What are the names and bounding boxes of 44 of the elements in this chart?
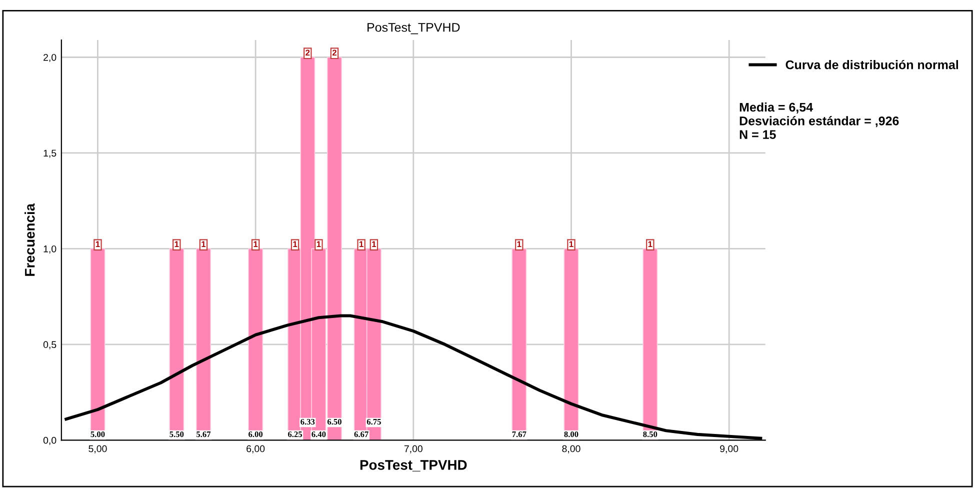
data-label: 1 xyxy=(202,241,206,247)
annotation: 6.50 xyxy=(327,418,342,425)
legend-label: Curva de distribución normal xyxy=(786,60,958,70)
annotation: 8.50 xyxy=(643,431,658,438)
annotation: 6.00 xyxy=(248,431,263,438)
annotation: Media = 6,54 xyxy=(740,102,813,114)
x-tick-label: 8,00 xyxy=(562,445,580,454)
data-label: 1 xyxy=(254,241,258,247)
annotation: 6.33 xyxy=(300,418,315,425)
annotation: 6.40 xyxy=(312,431,326,438)
x-tick-label: 6,00 xyxy=(246,445,265,454)
data-label: 1 xyxy=(316,241,321,247)
data-label: 1 xyxy=(372,241,376,247)
annotation: 6.25 xyxy=(288,431,302,438)
y-axis-title: Frecuencia xyxy=(24,203,35,276)
x-tick-label: 5,00 xyxy=(88,445,107,454)
data-label: 2 xyxy=(306,50,310,56)
annotation: 6.67 xyxy=(354,431,368,438)
y-tick-label: 1,0 xyxy=(44,245,56,254)
data-label: 1 xyxy=(360,241,364,247)
annotation: 5.67 xyxy=(196,431,211,438)
data-label: 1 xyxy=(517,241,522,247)
annotation: 8.00 xyxy=(564,431,578,438)
annotation: 6.75 xyxy=(366,418,381,425)
data-label: 2 xyxy=(332,50,336,56)
y-tick-label: 0,0 xyxy=(43,436,56,445)
chart-title: PosTest_TPVHD xyxy=(368,23,460,34)
data-label: 1 xyxy=(648,241,652,247)
annotation: 5.00 xyxy=(90,431,105,438)
x-axis-title: PosTest_TPVHD xyxy=(360,460,467,472)
annotation: N = 15 xyxy=(740,130,776,139)
data-label: 1 xyxy=(96,241,100,247)
data-label: 1 xyxy=(174,241,179,247)
annotation: Desviación estándar = ,926 xyxy=(740,116,899,128)
x-tick-label: 9,00 xyxy=(720,445,738,454)
annotation: 5.50 xyxy=(170,431,184,438)
annotation: 7.67 xyxy=(512,431,526,438)
data-label: 1 xyxy=(569,241,574,247)
y-tick-label: 1,5 xyxy=(44,150,56,158)
y-tick-label: 0,5 xyxy=(43,341,56,350)
y-tick-label: 2,0 xyxy=(44,54,56,62)
line-series xyxy=(64,314,762,440)
data-label: 1 xyxy=(293,241,298,247)
x-tick-label: 7,00 xyxy=(404,445,422,454)
